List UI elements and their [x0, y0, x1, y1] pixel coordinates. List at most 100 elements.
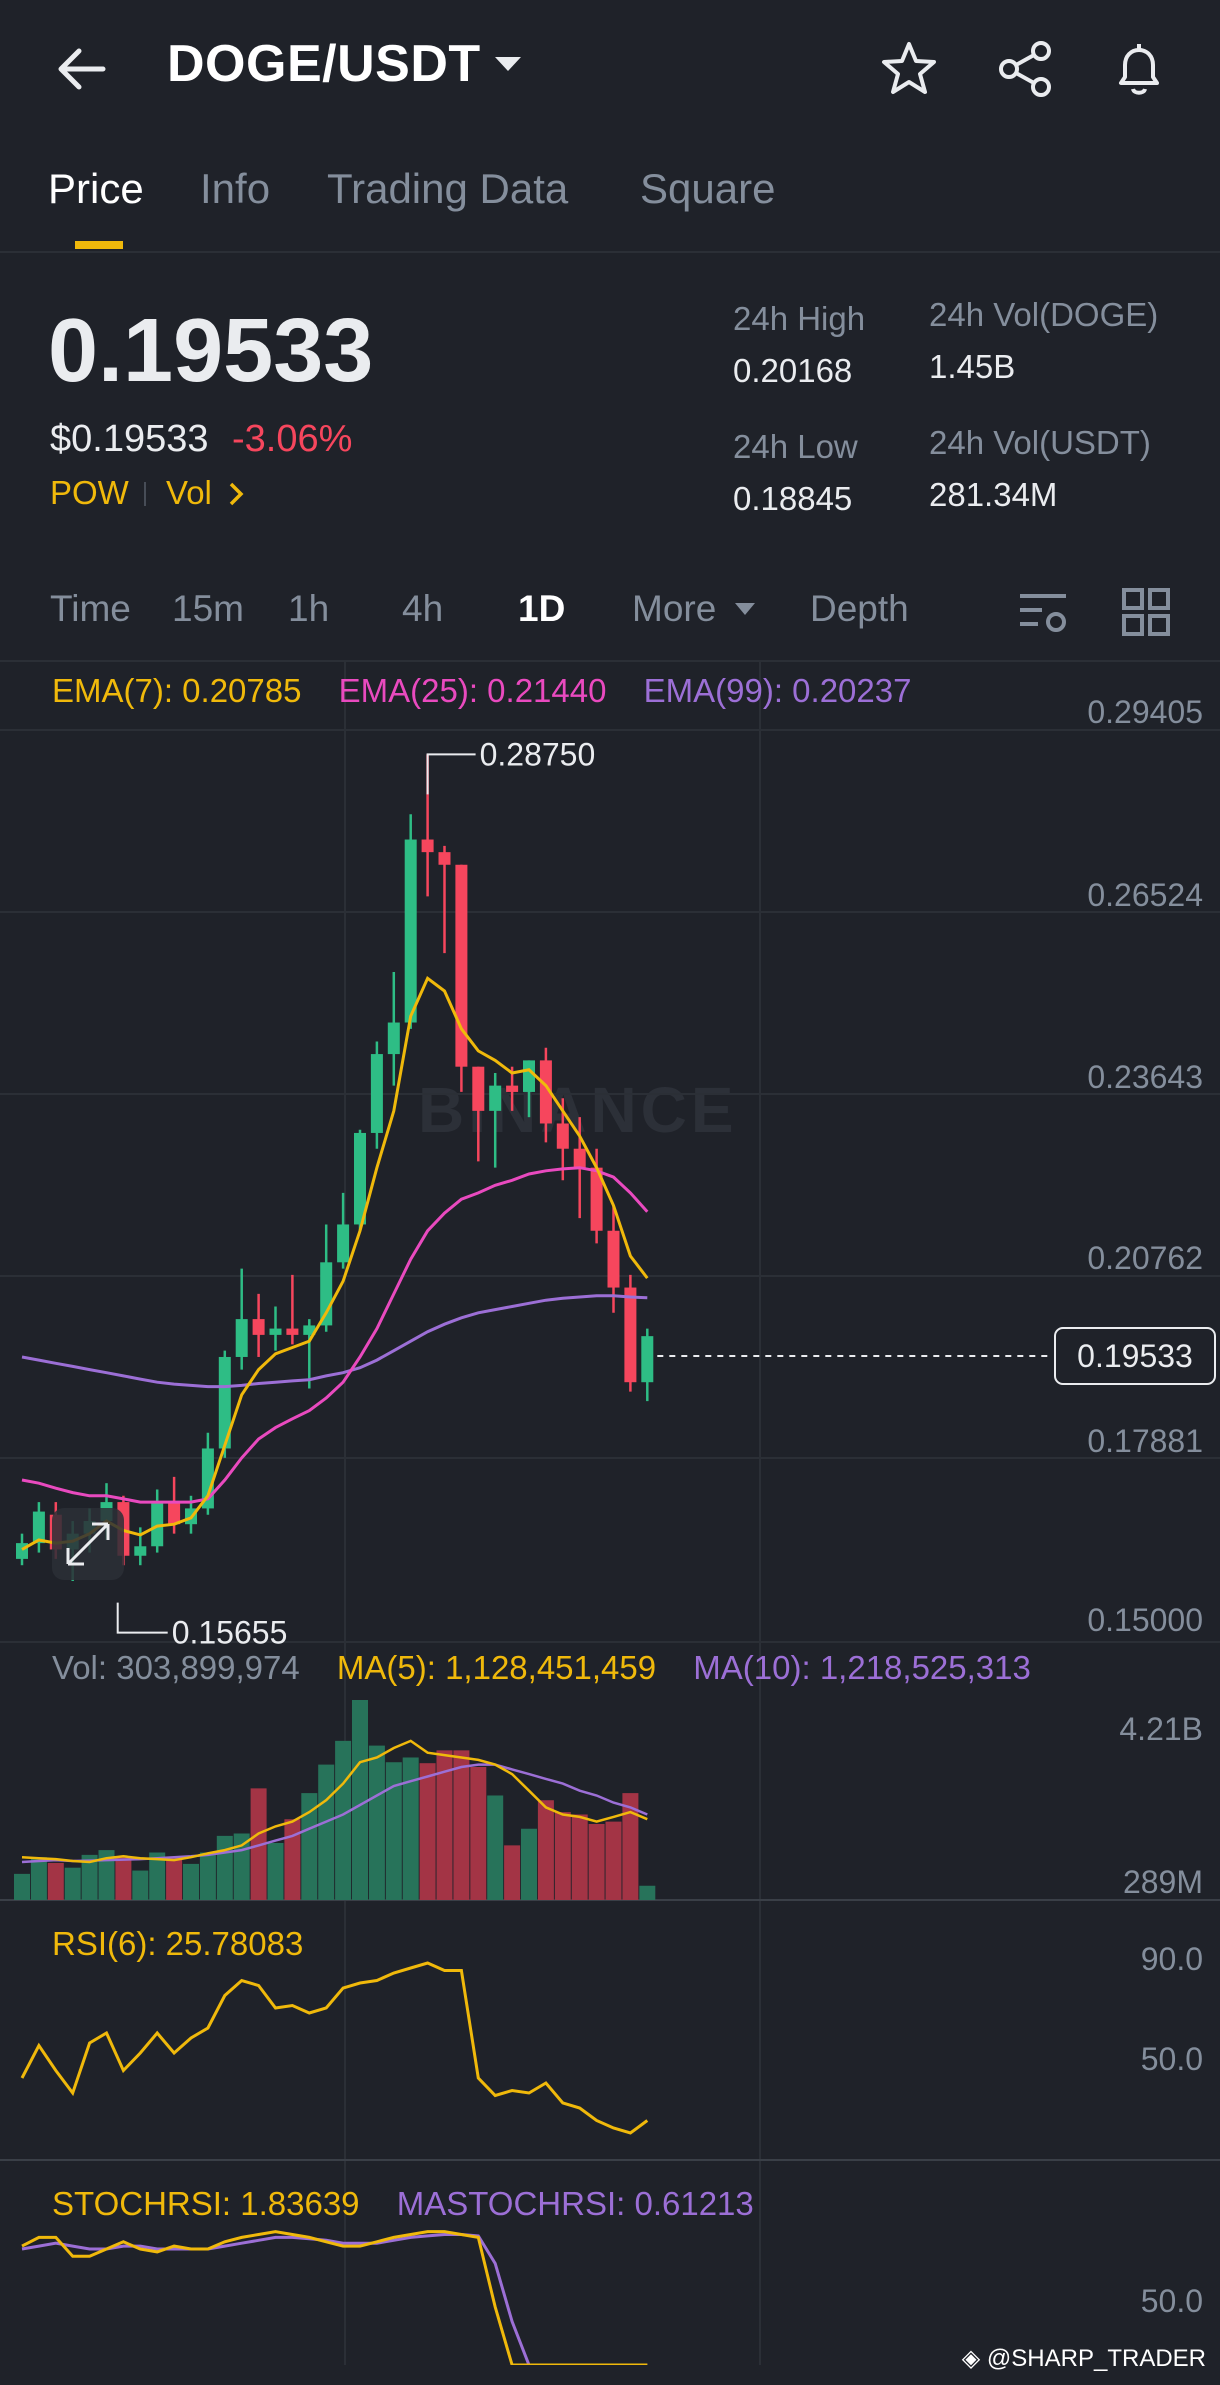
tab-trading-data[interactable]: Trading Data — [327, 165, 569, 212]
interval-15m[interactable]: 15m — [172, 588, 244, 629]
volume-bar — [267, 1842, 284, 1900]
volume-bar — [115, 1857, 132, 1900]
indicator-settings-icon — [1020, 594, 1066, 632]
stochrsi-axis-label: 50.0 — [1141, 2283, 1203, 2319]
volume-axis-label: 289M — [1123, 1864, 1203, 1900]
candle-body — [218, 1356, 231, 1449]
last-price: 0.19533 — [48, 301, 374, 401]
chart-top-divider — [0, 660, 1220, 662]
back-button[interactable] — [46, 34, 116, 104]
volume-bar — [301, 1793, 318, 1900]
volume-bar — [216, 1835, 233, 1900]
candle-body — [303, 1325, 316, 1335]
volume-bar — [284, 1819, 301, 1900]
vol-usdt-label: 24h Vol(USDT) — [929, 424, 1151, 461]
volume-bar — [436, 1750, 453, 1900]
candle-body — [421, 839, 434, 853]
chevron-right-icon — [229, 482, 244, 506]
volume-bar — [47, 1862, 64, 1900]
interval-more-label: More — [632, 588, 717, 629]
volume-bar — [521, 1828, 537, 1900]
bell-icon — [1119, 44, 1159, 95]
candle-body — [624, 1287, 637, 1383]
top-bar: DOGE/USDT — [0, 0, 1220, 140]
interval-time[interactable]: Time — [50, 588, 131, 629]
arrow-left-icon — [58, 48, 106, 90]
kline-chart[interactable]: 0.29405 0.26524 0.23643 0.20762 0.17881 0.150… — [0, 660, 1220, 2385]
indicator-settings-button[interactable] — [1016, 584, 1072, 640]
interval-1d[interactable]: 1D — [518, 588, 566, 629]
candles — [16, 754, 654, 1581]
volume-bar — [622, 1793, 639, 1900]
volume-bar — [335, 1740, 352, 1900]
volume-bar — [639, 1885, 656, 1900]
volume-bar — [352, 1700, 368, 1900]
favorite-button[interactable] — [874, 34, 944, 104]
interval-4h[interactable]: 4h — [402, 588, 444, 629]
candle-body — [489, 1085, 502, 1111]
expand-icon — [66, 1522, 110, 1566]
volume-bar — [554, 1812, 571, 1900]
price-axis-label: 0.20762 — [1087, 1240, 1203, 1276]
stoch-clip — [0, 2365, 1220, 2385]
volume-bar — [487, 1795, 504, 1900]
vol-doge-value: 1.45B — [929, 348, 1016, 385]
candle-body — [573, 1148, 586, 1168]
active-tab-indicator — [75, 241, 123, 249]
vol-link-label: Vol — [166, 474, 212, 511]
volume-bar — [183, 1863, 199, 1900]
candle-body — [539, 1060, 552, 1124]
credit-handle: @SHARP_TRADER — [986, 2345, 1206, 2372]
candle-body — [387, 1022, 400, 1055]
ema-lines — [21, 975, 649, 1551]
chart-labels: 0.29405 0.26524 0.23643 0.20762 0.17881 0.150… — [52, 694, 1216, 2319]
price-axis-label: 0.17881 — [1087, 1423, 1203, 1459]
ema-legend: EMA(7): 0.20785 EMA(25): 0.21440 EMA(99)… — [52, 672, 911, 710]
volume-bar — [470, 1766, 487, 1900]
volume-bar — [14, 1873, 30, 1900]
stochrsi-line — [21, 2230, 648, 2367]
vol-doge-label: 24h Vol(DOGE) — [929, 296, 1159, 333]
tab-info[interactable]: Info — [200, 165, 271, 212]
vol-link[interactable]: Vol — [166, 474, 245, 512]
price-axis-label: 0.29405 — [1087, 694, 1203, 730]
rsi-axis-label: 90.0 — [1141, 1941, 1203, 1977]
ema7-line — [21, 975, 649, 1551]
high-value: 0.20168 — [733, 352, 853, 389]
pair-selector[interactable]: DOGE/USDT — [167, 34, 523, 94]
volume-bar — [588, 1823, 605, 1900]
tab-square[interactable]: Square — [640, 165, 776, 212]
section-tabs: Price Info Trading Data Square — [0, 145, 1220, 253]
interval-depth[interactable]: Depth — [810, 588, 909, 629]
interval-1h[interactable]: 1h — [288, 588, 330, 629]
tab-price[interactable]: Price — [48, 165, 144, 212]
rsi-line — [20, 1961, 649, 2135]
alert-button[interactable] — [1104, 34, 1174, 104]
grid-icon — [1122, 588, 1170, 636]
candle-body — [286, 1328, 299, 1335]
volume-bar — [64, 1867, 81, 1900]
stochrsi-value: STOCHRSI: 1.83639 — [52, 2185, 360, 2222]
ema99-legend: EMA(99): 0.20237 — [643, 672, 912, 709]
volume-bar — [385, 1762, 402, 1900]
rsi-legend: RSI(6): 25.78083 — [52, 1925, 304, 1962]
high-marker-line — [426, 753, 476, 795]
interval-more[interactable]: More — [632, 588, 757, 630]
volume-bar — [453, 1750, 470, 1900]
high-label: 24h High — [733, 300, 866, 337]
volume-bars — [14, 1700, 656, 1900]
candle-body — [556, 1123, 569, 1149]
volume-bar — [199, 1852, 216, 1900]
volume-bar — [605, 1821, 622, 1900]
low-marker-line — [116, 1602, 168, 1634]
vol-ma5-legend: MA(5): 1,128,451,459 — [336, 1649, 657, 1686]
volume-bar — [368, 1745, 385, 1900]
current-price-tag — [1054, 1327, 1216, 1385]
volume-bar — [30, 1857, 47, 1900]
pow-tag[interactable]: POW — [50, 474, 129, 511]
layout-grid-button[interactable] — [1118, 584, 1174, 640]
share-button[interactable] — [990, 34, 1060, 104]
candle-body — [472, 1066, 485, 1111]
high-marker-label: 0.28750 — [480, 736, 596, 772]
candle-body — [320, 1262, 333, 1326]
